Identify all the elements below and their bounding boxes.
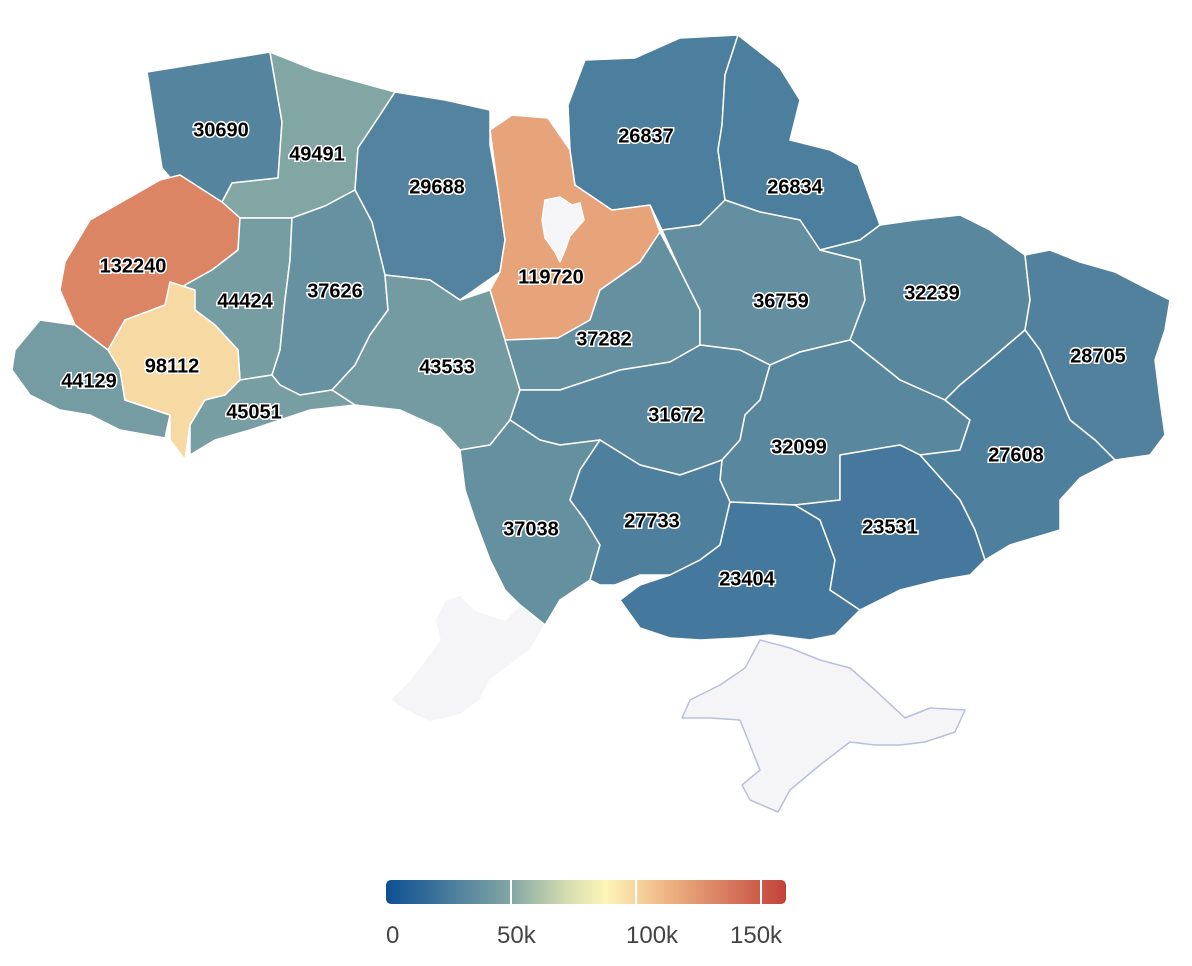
legend-label-50k: 50k [497,922,536,949]
label-donetsk: 27608 [988,444,1044,466]
label-poltava: 36759 [753,290,809,312]
label-kyiv-oblast: 119720 [518,266,584,288]
legend-label-0: 0 [386,922,400,949]
region-crimea[interactable] [681,639,966,813]
label-odesa-north: 37038 [503,518,559,540]
region-zakarpattia[interactable] [11,319,171,439]
ukraine-map: 30690 49491 29688 119720 26837 26834 132… [11,34,1171,813]
label-dnipropetrovsk: 32099 [771,436,827,458]
label-mykolaiv: 27733 [624,510,680,532]
label-zaporizhzhia: 23531 [862,516,918,538]
region-odesa-south[interactable] [389,594,546,723]
legend-label-150k: 150k [730,922,783,949]
region-chernivtsi[interactable] [189,374,356,456]
region-zaporizhzhia[interactable] [794,444,986,611]
label-ternopil: 44424 [217,290,273,312]
label-rivne: 49491 [289,143,345,165]
label-khmelnytskyi: 37626 [307,280,363,302]
legend-label-100k: 100k [626,922,679,949]
legend-tick [760,880,762,904]
label-kharkiv: 32239 [904,282,960,304]
label-luhansk: 28705 [1070,345,1126,367]
legend-tick [510,880,512,904]
regions-layer [11,34,1171,813]
color-legend: 0 50k 100k 150k [386,880,786,950]
labels-layer: 30690 49491 29688 119720 26837 26834 132… [60,118,1128,592]
label-kherson: 23404 [719,568,775,590]
label-cherkasy: 37282 [576,328,632,350]
label-ivano-frankivsk: 98112 [145,355,200,377]
label-kirovohrad: 31672 [648,404,704,426]
label-zakarpattia: 44129 [61,370,117,392]
label-lviv: 132240 [100,255,167,277]
label-vinnytsia: 43533 [419,356,475,378]
label-sumy: 26834 [767,176,823,198]
region-kyiv-city[interactable] [541,196,585,263]
label-chernihiv: 26837 [618,125,674,147]
legend-tick [635,880,637,904]
label-volyn: 30690 [193,119,249,141]
colorscale-bar [386,880,786,904]
label-chernivtsi: 45051 [226,401,282,423]
label-zhytomyr: 29688 [409,176,465,198]
